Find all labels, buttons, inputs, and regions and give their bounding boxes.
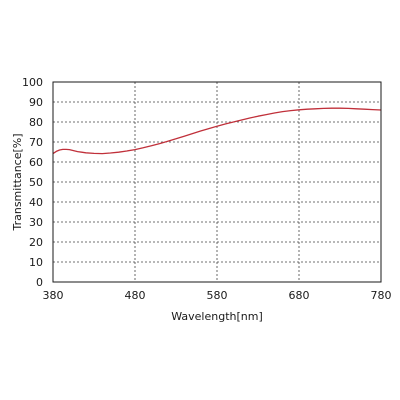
x-tick-labels: 380 480 580 680 780 [43,289,392,302]
y-tick-label: 30 [29,216,43,229]
y-tick-label: 80 [29,116,43,129]
y-tick-label: 100 [22,76,43,89]
y-axis-title: Transmittance[%] [11,133,24,231]
x-tick-label: 780 [371,289,392,302]
y-tick-label: 90 [29,96,43,109]
y-tick-label: 10 [29,256,43,269]
y-tick-label: 20 [29,236,43,249]
plot-frame [52,81,382,283]
y-tick-label: 70 [29,136,43,149]
transmittance-series-line [52,107,382,155]
x-tick-label: 580 [207,289,228,302]
y-tick-label: 60 [29,156,43,169]
x-tick-label: 380 [43,289,64,302]
series-layer [52,107,382,155]
x-tick-label: 480 [125,289,146,302]
y-tick-label: 0 [36,276,43,289]
x-axis-title: Wavelength[nm] [171,310,263,323]
y-tick-labels: 0 10 20 30 40 50 60 70 80 90 100 [22,76,43,289]
grid-lines [53,82,381,282]
y-tick-label: 40 [29,196,43,209]
y-tick-label: 50 [29,176,43,189]
x-tick-label: 680 [289,289,310,302]
